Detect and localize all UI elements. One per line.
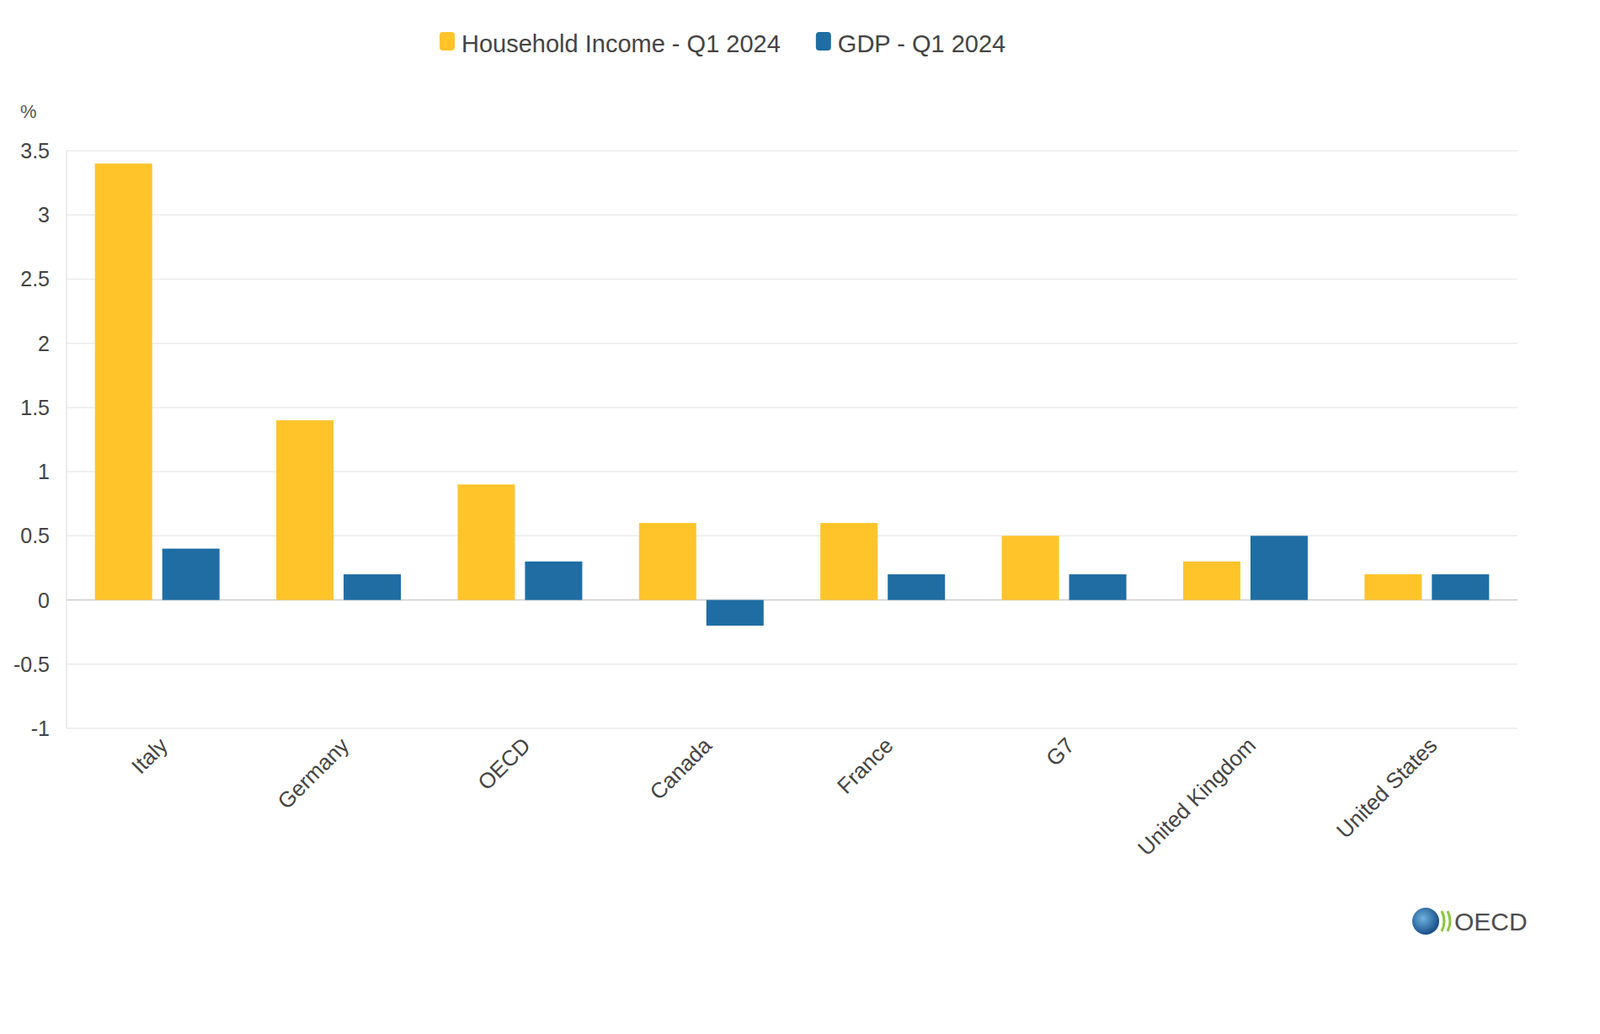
grid-line	[66, 663, 1518, 666]
legend-label: Household Income - Q1 2024	[461, 30, 781, 58]
bar	[343, 574, 401, 600]
grid-line	[66, 213, 1518, 216]
bar	[1250, 535, 1308, 600]
bar	[524, 561, 582, 601]
chart-container: -1 -0.5 0 0.5 1 1.5 2 2.5 3 3.5% Italy Germany OECD C…	[0, 0, 1600, 1034]
logo-arcs	[1441, 911, 1451, 932]
y-tick-label: 0.5	[20, 523, 50, 548]
y-tick-label: -1	[31, 716, 50, 741]
y-axis-label: %	[20, 101, 38, 123]
bar	[1364, 574, 1422, 600]
x-tick-label: G7	[1040, 732, 1080, 772]
y-tick-label: -0.5	[13, 652, 50, 677]
bar	[95, 163, 153, 600]
logo: OECD	[1412, 907, 1528, 936]
logo-globe	[1412, 907, 1440, 935]
x-tick-label: OECD	[472, 732, 535, 795]
bar	[457, 484, 515, 600]
grid-line	[66, 727, 1518, 730]
y-tick-label: 0	[37, 588, 50, 613]
bar	[276, 420, 334, 600]
y-tick-label: 1	[37, 459, 50, 484]
x-tick-label: United Kingdom	[1132, 732, 1261, 861]
x-tick-label: Canada	[644, 732, 717, 806]
y-tick-label: 2.5	[20, 266, 50, 291]
x-tick-label: Germany	[272, 732, 354, 815]
bar	[706, 600, 764, 626]
y-tick-label: 1.5	[20, 395, 50, 420]
bar	[162, 549, 220, 601]
bar	[887, 574, 945, 600]
x-tick-label: United States	[1331, 732, 1443, 844]
grid-line	[66, 149, 1518, 152]
annotation: OECD	[1454, 907, 1528, 936]
y-tick-label: 2	[37, 331, 50, 356]
x-tick-label: France	[832, 732, 898, 799]
legend-swatch	[816, 32, 832, 51]
bar	[820, 522, 878, 600]
y-axis-line	[65, 150, 68, 729]
y-tick-label: 3.5	[20, 138, 50, 163]
y-tick-label: 3	[37, 202, 50, 227]
grid-line	[66, 342, 1518, 345]
bar	[1183, 561, 1241, 601]
bar	[1431, 574, 1489, 600]
bars-group	[95, 163, 1490, 626]
grid-line	[66, 278, 1518, 281]
bar	[639, 522, 697, 600]
legend-label: GDP - Q1 2024	[837, 30, 1006, 58]
grid-line	[66, 406, 1518, 409]
x-tick-label: Italy	[126, 732, 173, 779]
bar	[1002, 535, 1060, 600]
legend: Household Income - Q1 2024 GDP - Q1 2024	[439, 30, 1006, 58]
chart-svg: -1 -0.5 0 0.5 1 1.5 2 2.5 3 3.5% Italy Germany OECD C…	[0, 0, 1600, 1034]
bar	[1069, 574, 1127, 600]
legend-swatch	[439, 32, 455, 51]
